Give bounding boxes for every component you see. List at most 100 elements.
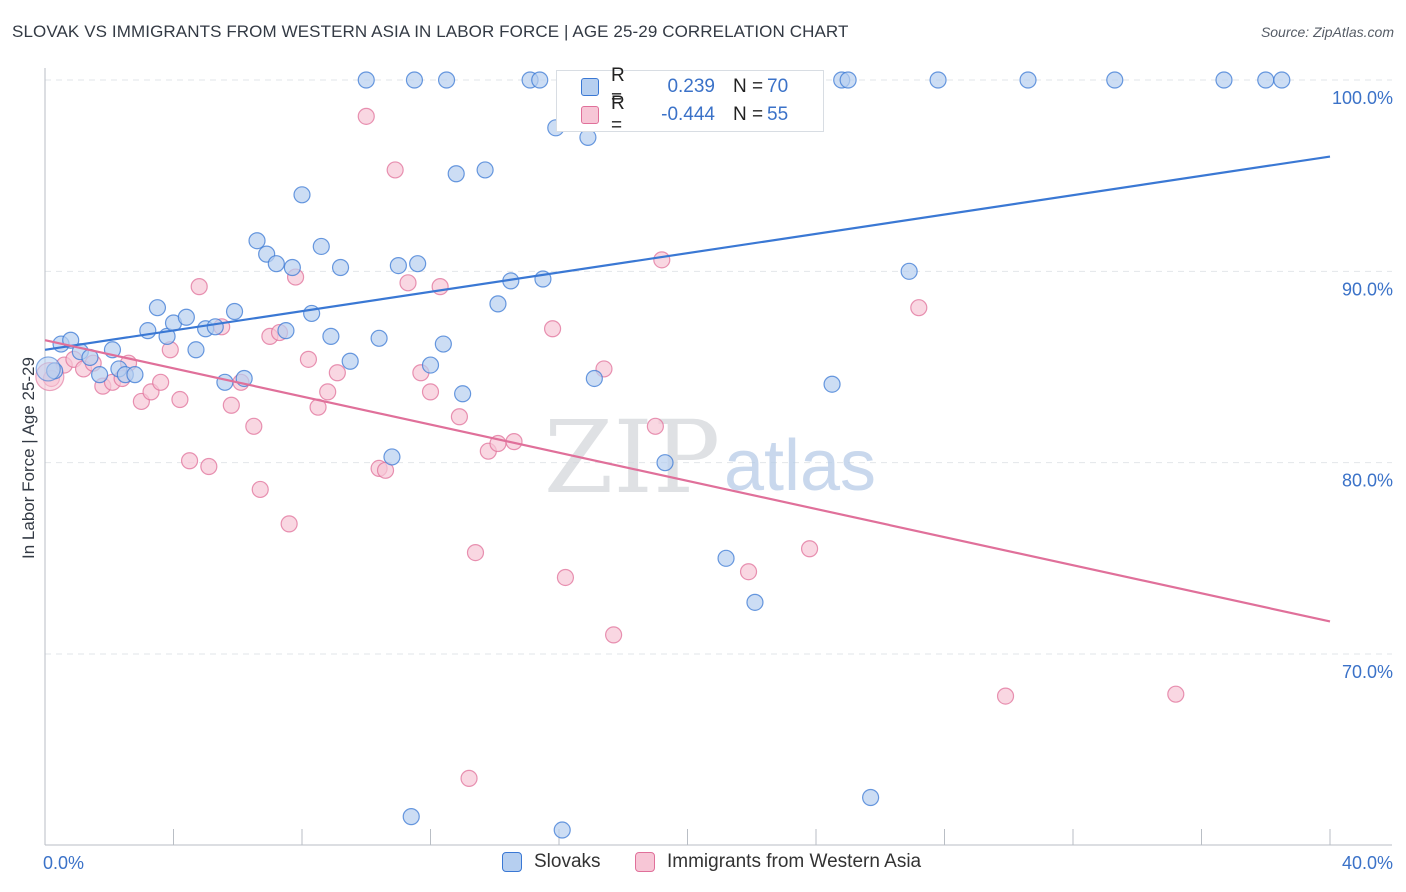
western-asia-point [421,383,440,401]
slovak-point [91,366,109,384]
slovak-point [437,71,456,89]
n-label: N = [733,76,764,97]
slovak-cluster-point [35,356,61,382]
watermark: ZIP atlas [544,399,876,516]
slovak-point [277,322,295,340]
slovak-point [489,295,507,313]
slovak-point [312,237,330,256]
y-tick-label: 100.0% [1332,88,1393,108]
western-asia-point [450,408,469,426]
legend-row-slovaks: R = 0.239 N = 70 [581,65,789,108]
slovaks-trend-line [44,155,1331,351]
slovak-point [148,299,167,317]
axes [44,68,1392,846]
chart-title: SLOVAK VS IMMIGRANTS FROM WESTERN ASIA I… [12,22,849,41]
western-asia-point [299,350,318,368]
slovak-point [405,71,424,89]
slovak-point [1019,71,1037,89]
slovak-point [447,165,465,183]
slovak-point [225,302,244,321]
slovak-point [746,593,764,611]
slovak-point [370,329,388,347]
slovak-point [409,255,427,273]
slovak-point [421,356,440,374]
slovak-point [531,71,549,89]
n-value: 70 [767,76,789,97]
western-asia-point [466,543,485,562]
slovak-point [929,71,947,89]
western-asia-trend-line [44,339,1331,623]
series-slovaks-points [35,71,1291,839]
y-tick-label: 70.0% [1342,662,1393,682]
trend-lines [44,155,1331,623]
western-asia-point [328,364,346,382]
legend-item-western-asia[interactable]: Immigrants from Western Asia [635,851,921,873]
slovaks-legend-swatch [502,852,522,872]
x-tick-label-min: 0.0% [43,853,84,873]
western-asia-point [460,769,478,787]
n-label: N = [733,104,764,125]
slovak-point [267,255,285,273]
western-asia-point [152,373,170,391]
western-asia-point [180,452,199,470]
western-asia-point [245,417,263,435]
legend-label-western-asia: Immigrants from Western Asia [667,851,922,872]
legend-label-slovaks: Slovaks [534,851,601,872]
western-asia-point [646,417,664,435]
slovak-point [283,258,301,277]
r-label: R = [611,65,625,108]
western-asia-point [653,251,671,269]
stats-legend: R = 0.239 N = 70 R = -0.444 N = 55 [556,65,824,136]
western-asia-point [190,278,208,296]
watermark-zip: ZIP [544,399,720,516]
n-value: 55 [767,104,789,125]
western-asia-point [739,563,758,581]
western-asia-point [1167,685,1185,703]
slovak-point [862,788,880,807]
slovak-point [553,821,571,839]
slovak-point [823,375,841,393]
western-asia-point [251,480,269,499]
slovak-point [402,808,420,826]
slovak-point [126,366,144,384]
slovak-point [216,373,234,391]
r-label: R = [611,93,625,136]
western-asia-point [605,626,623,644]
legend-item-slovaks[interactable]: Slovaks [502,851,601,873]
western-asia-point [800,540,819,558]
slovak-point [187,341,205,359]
western-asia-legend-swatch [635,852,655,872]
x-tick-label-max: 40.0% [1342,853,1393,873]
slovak-point [341,352,359,370]
y-tick-label: 80.0% [1342,471,1393,491]
slovak-point [1273,71,1291,89]
western-asia-point [280,515,298,533]
western-asia-point [910,299,928,317]
slovak-point [454,385,472,403]
bottom-legend: Slovaks Immigrants from Western Asia [0,851,1406,877]
western-asia-point [399,274,417,292]
r-value: 0.239 [667,76,715,97]
slovak-point [177,308,195,326]
slovak-point [1257,71,1275,89]
western-asia-point [222,396,240,414]
western-asia-point [200,457,218,476]
tick-labels: 70.0% 80.0% 90.0% 100.0% 0.0% 40.0% [43,88,1393,873]
western-asia-point [357,107,375,125]
slovak-point [357,71,375,89]
western-asia-point [171,390,189,409]
western-asia-point [386,161,404,179]
slovak-point [331,258,350,277]
y-axis-label: In Labor Force | Age 25-29 [19,357,38,559]
slovak-point [1106,71,1124,89]
source-credit: Source: ZipAtlas.com [1260,24,1394,40]
slovak-point [900,262,918,280]
slovak-point [293,186,311,204]
slovak-point [585,369,603,388]
western-asia-point [319,383,337,401]
slovak-point [248,232,266,250]
western-asia-point [543,320,562,338]
slovak-point [322,327,340,345]
slovak-point [389,256,407,275]
